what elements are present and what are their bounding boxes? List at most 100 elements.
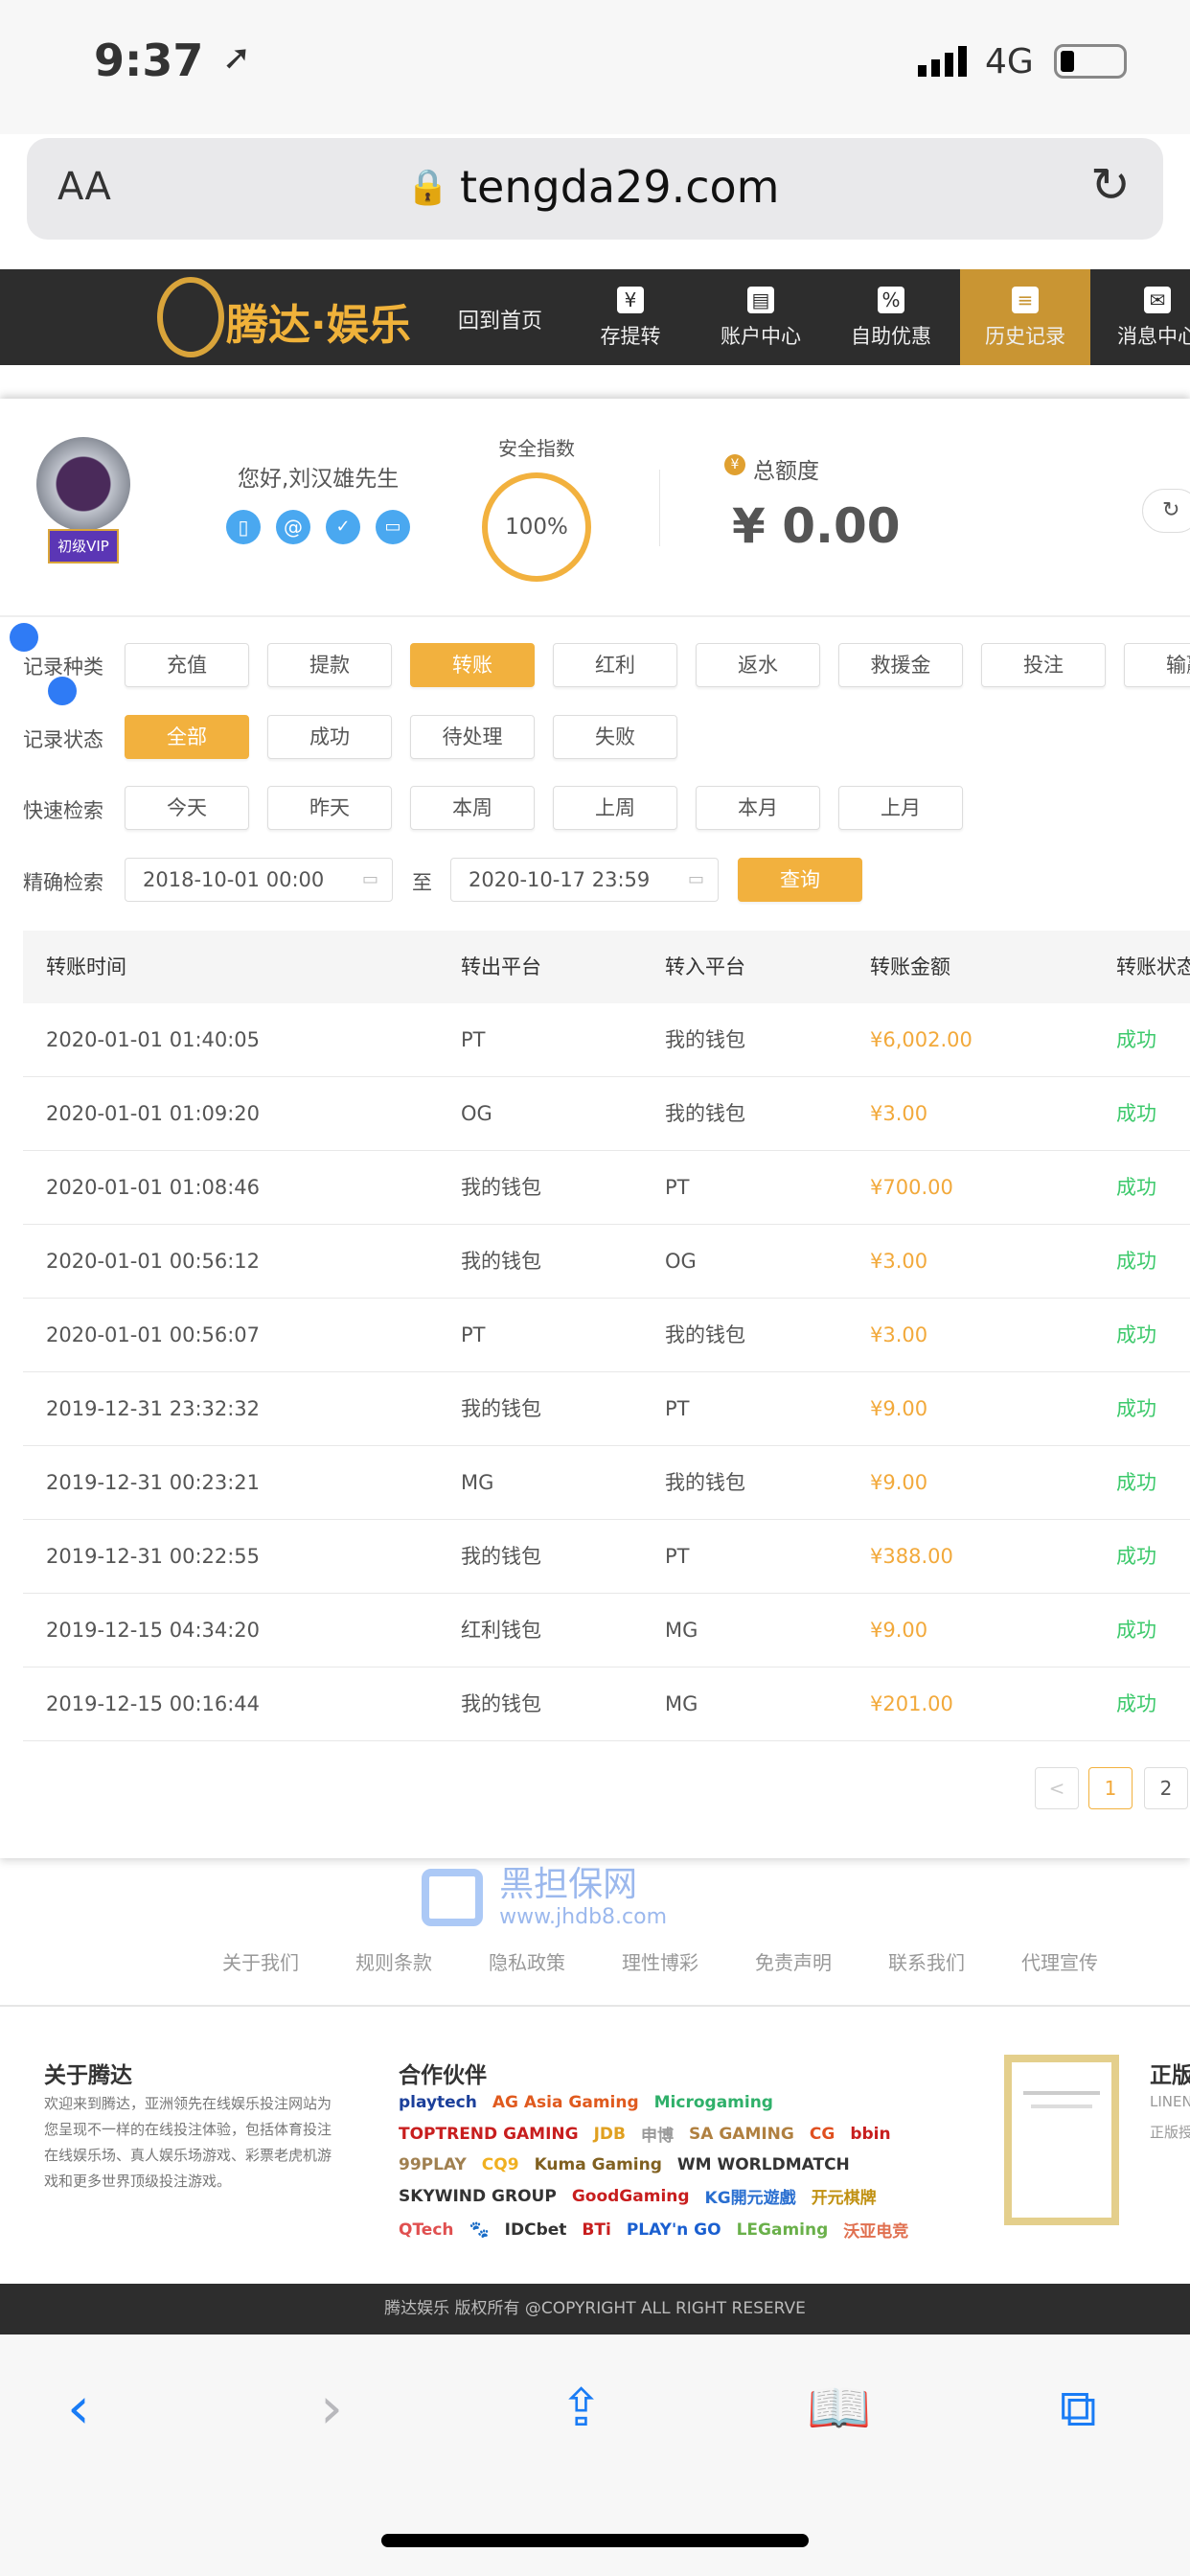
status-label: 记录状态 [23,728,103,751]
partner-logo: 申博 [641,2127,675,2146]
cell-amount: ¥388.00 [870,1545,953,1568]
quick-last-week[interactable]: 上周 [553,786,677,830]
type-winloss[interactable]: 输赢 [1124,643,1190,687]
cell-amount: ¥6,002.00 [870,1028,973,1051]
cell-time: 2019-12-31 00:23:21 [46,1471,261,1494]
type-recharge[interactable]: 充值 [125,643,249,687]
status-success[interactable]: 成功 [267,715,392,759]
refresh-button[interactable]: ↻ [1142,489,1190,533]
col-to: 转入平台 [665,955,745,978]
quick-this-month[interactable]: 本月 [696,786,820,830]
query-button[interactable]: 查询 [738,858,862,902]
tabs-icon[interactable]: ⧉ [1060,2378,1097,2438]
site-logo[interactable]: 腾达·娱乐 [226,301,411,350]
nav-history[interactable]: ≡ 历史记录 [960,269,1090,365]
quick-last-month[interactable]: 上月 [838,786,963,830]
cell-to: PT [665,1545,690,1568]
cell-to: 我的钱包 [665,1471,745,1494]
cell-from: PT [461,1028,486,1051]
status-all[interactable]: 全部 [125,715,249,759]
partner-logo: CG [809,2124,835,2144]
footer-link-disclaimer[interactable]: 免责声明 [755,1951,832,1974]
security-gauge: 100% [482,472,591,582]
table-row: 2019-12-31 00:22:55 我的钱包 PT ¥388.00 成功 [23,1520,1190,1594]
col-from: 转出平台 [461,955,541,978]
address-bar[interactable]: AA 🔒 tengda29.com ↻ [27,138,1163,240]
email-icon[interactable]: @ [276,510,310,544]
nav-account[interactable]: ▤ 账户中心 [696,269,826,365]
bank-card-icon[interactable]: ▭ [376,510,410,544]
type-relief[interactable]: 救援金 [838,643,963,687]
selection-handle-start[interactable] [10,623,38,652]
cell-time: 2020-01-01 00:56:07 [46,1323,261,1346]
nav-messages[interactable]: ✉ 消息中心 [1092,269,1190,365]
footer-link-agent[interactable]: 代理宣传 [1021,1951,1098,1974]
nav-deposit[interactable]: ¥ 存提转 [565,269,696,365]
cell-from: 我的钱包 [461,1250,541,1273]
cell-status: 成功 [1116,1102,1156,1125]
cell-amount: ¥3.00 [870,1250,928,1273]
cell-to: MG [665,1619,698,1642]
home-link[interactable]: 回到首页 [458,310,543,334]
type-bonus[interactable]: 红利 [553,643,677,687]
calendar-icon[interactable]: ▭ [687,869,704,889]
type-withdraw[interactable]: 提款 [267,643,392,687]
url-text[interactable]: tengda29.com [460,161,780,213]
nav-label: 存提转 [600,325,661,348]
type-rebate[interactable]: 返水 [696,643,820,687]
cell-time: 2020-01-01 01:08:46 [46,1176,261,1199]
footer-link-responsible[interactable]: 理性博彩 [622,1951,698,1974]
nav-promo[interactable]: % 自助优惠 [826,269,956,365]
nav-label: 账户中心 [721,325,801,348]
date-to-input[interactable]: 2020-10-17 23:59 ▭ [450,858,719,902]
exact-label: 精确检索 [23,871,103,894]
nav-label: 历史记录 [985,325,1065,348]
share-icon[interactable]: ⇪ [560,2378,604,2438]
page-1-button[interactable]: 1 [1088,1767,1133,1809]
quick-yesterday[interactable]: 昨天 [267,786,392,830]
col-status: 转账状态 [1116,955,1190,978]
prev-page-button[interactable]: < [1035,1767,1079,1809]
partner-logo: 开元棋牌 [811,2189,877,2208]
shield-check-icon[interactable]: ✓ [326,510,360,544]
home-indicator[interactable] [381,2534,809,2547]
partner-logo: WM WORLDMATCH [676,2155,850,2174]
type-bet[interactable]: 投注 [981,643,1106,687]
watermark-text: 黑担保网 [499,1865,638,1904]
reload-icon[interactable]: ↻ [1090,157,1131,213]
cell-from: 我的钱包 [461,1692,541,1715]
balance-amount: ¥ 0.00 [732,498,901,554]
calendar-icon[interactable]: ▭ [361,869,378,889]
status-bar: 9:37 ➚ 4G [0,0,1190,134]
forward-icon[interactable]: › [320,2375,343,2442]
mail-icon: ✉ [1144,287,1171,313]
quick-label: 快速检索 [23,799,103,822]
status-pending[interactable]: 待处理 [410,715,535,759]
cell-to: 我的钱包 [665,1102,745,1125]
footer-link-privacy[interactable]: 隐私政策 [489,1951,565,1974]
back-icon[interactable]: ‹ [67,2375,90,2442]
phone-icon[interactable]: ▯ [226,510,261,544]
cell-status: 成功 [1116,1028,1156,1051]
partner-logo: QTech [399,2220,454,2240]
footer-link-rules[interactable]: 规则条款 [355,1951,432,1974]
date-from-input[interactable]: 2018-10-01 00:00 ▭ [125,858,393,902]
footer-link-contact[interactable]: 联系我们 [888,1951,965,1974]
partner-logo: BTi [582,2220,611,2240]
cell-amount: ¥9.00 [870,1471,928,1494]
vip-level: 初级VIP [48,529,119,564]
security-label: 安全指数 [498,437,575,460]
bookmarks-icon[interactable]: 📖 [807,2378,872,2438]
quick-today[interactable]: 今天 [125,786,249,830]
status-failed[interactable]: 失败 [553,715,677,759]
selection-handle-end[interactable] [48,677,77,705]
quick-this-week[interactable]: 本周 [410,786,535,830]
text-size-button[interactable]: AA [57,165,111,209]
battery-icon [1054,44,1127,79]
type-transfer[interactable]: 转账 [410,643,535,687]
clipboard-icon: ≡ [1012,287,1039,313]
greeting: 您好,刘汉雄先生 [238,467,400,492]
footer-link-about[interactable]: 关于我们 [222,1951,299,1974]
about-title: 关于腾达 [44,2063,132,2088]
page-2-button[interactable]: 2 [1144,1767,1188,1809]
